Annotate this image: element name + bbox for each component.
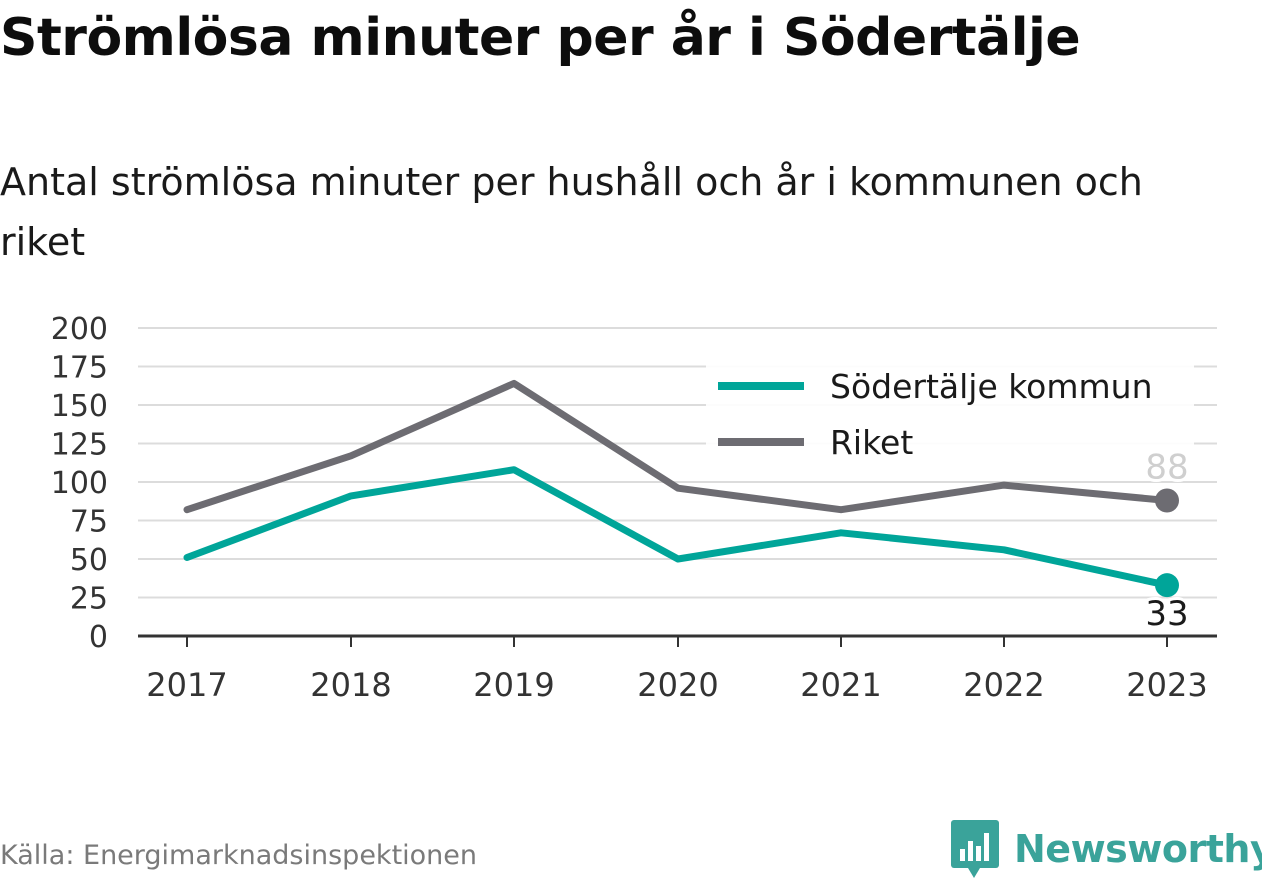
legend-background: [706, 356, 1194, 472]
legend: Södertälje kommun Riket: [706, 356, 1194, 472]
y-tick-label: 175: [51, 351, 108, 386]
series-end-point: [1155, 573, 1179, 598]
series-line: [183, 379, 1171, 514]
x-tick-label: 2018: [310, 666, 391, 704]
brand-logo: Newsworthy: [950, 818, 1262, 880]
brand-name: Newsworthy: [1014, 827, 1262, 871]
series-line: [183, 466, 1171, 589]
series-end-point: [1155, 488, 1179, 513]
newsworthy-logo-icon: [951, 820, 999, 878]
x-axis: 2017 2018 2019 2020 2021 2022 2023: [138, 634, 1217, 704]
y-tick-label: 150: [51, 389, 108, 424]
end-value-label: 33: [1145, 594, 1188, 634]
y-tick-label: 50: [70, 543, 108, 578]
y-tick-label: 100: [51, 466, 108, 501]
x-tick-label: 2023: [1126, 666, 1207, 704]
x-tick-label: 2021: [800, 666, 881, 704]
x-tick-label: 2022: [963, 666, 1044, 704]
x-tick-label: 2020: [637, 666, 718, 704]
end-labels: 33 88: [1142, 444, 1191, 637]
chart-subtitle: Antal strömlösa minuter per hushåll och …: [0, 160, 1143, 264]
x-tick-label: 2019: [473, 666, 554, 704]
y-tick-label: 0: [89, 620, 108, 655]
y-tick-label: 200: [51, 312, 108, 347]
series-lines: [183, 379, 1179, 598]
y-tick-label: 125: [51, 428, 108, 463]
end-value-label: 88: [1145, 447, 1188, 487]
legend-label: Riket: [830, 423, 913, 462]
chart-title: Strömlösa minuter per år i Södertälje: [0, 8, 1081, 68]
y-tick-label: 25: [70, 582, 108, 617]
source-note: Källa: Energimarknadsinspektionen: [0, 840, 478, 871]
x-tick-label: 2017: [146, 666, 227, 704]
y-tick-label: 75: [70, 505, 108, 540]
legend-label: Södertälje kommun: [830, 367, 1153, 406]
